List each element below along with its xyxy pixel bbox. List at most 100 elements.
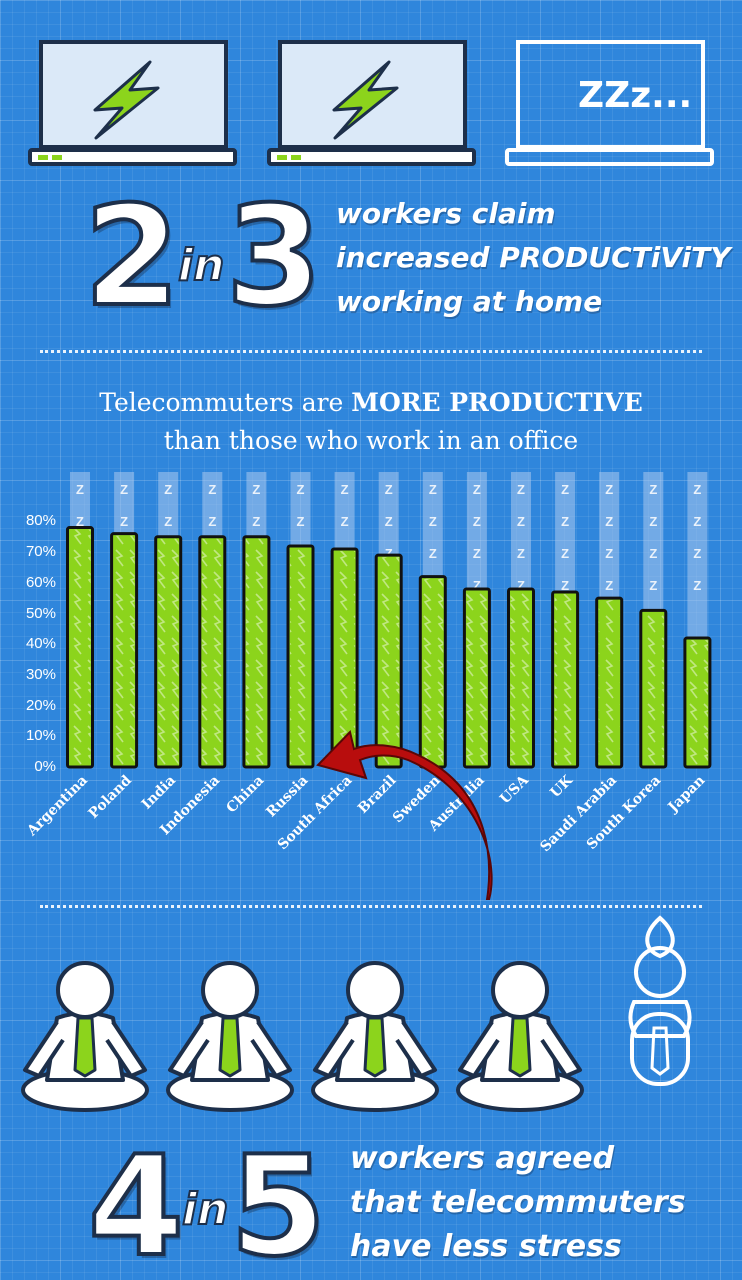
z-marker: Z <box>693 482 701 497</box>
stat-number-4: 4 <box>86 1126 186 1280</box>
meditating-person-icon <box>311 961 439 1112</box>
bar-pattern <box>69 529 91 765</box>
chart-title-line1: Telecommuters are MORE PRODUCTIVE <box>0 390 742 415</box>
stat-bottom-line3: have less stress <box>350 1229 622 1264</box>
bar-pattern <box>422 578 444 765</box>
bar-group: ZZZZPoland <box>86 472 139 822</box>
y-tick-label: 60% <box>25 573 56 591</box>
zzz-label: ZZz... <box>578 75 693 116</box>
bar-pattern <box>290 547 311 765</box>
z-marker: Z <box>76 514 84 529</box>
z-marker: Z <box>120 514 128 529</box>
bar-pattern <box>378 557 400 765</box>
meditating-person-icon <box>166 961 294 1112</box>
lightning-bolt-icon <box>93 60 160 140</box>
category-label: India <box>139 773 179 813</box>
z-marker: Z <box>76 482 84 497</box>
category-label: China <box>223 773 267 817</box>
divider-top <box>40 350 702 353</box>
category-label: Poland <box>86 772 136 822</box>
y-tick-label: 0% <box>34 758 56 775</box>
bar-group: Z Z Z Z Japan <box>664 472 712 817</box>
bar-group: Z Z Z Z USA <box>497 472 535 808</box>
stat-in-word-bottom: in <box>181 1184 229 1235</box>
bar-group: Z Z Z Z Saudi Arabia <box>537 472 624 856</box>
z-marker: Z <box>517 514 525 529</box>
divider-bottom <box>40 905 702 908</box>
category-label: Saudi Arabia <box>537 773 620 856</box>
y-tick-label: 50% <box>25 604 56 622</box>
laptop-icon-sleeping <box>505 40 714 166</box>
figures-row <box>21 915 692 1112</box>
z-marker: Z <box>649 578 657 593</box>
bar-pattern <box>642 612 664 765</box>
flame-icon <box>645 915 675 959</box>
z-marker: Z <box>473 578 481 593</box>
stat-bottom-line1: workers agreed <box>350 1141 615 1176</box>
meditating-person-icon <box>456 961 584 1112</box>
bar-pattern <box>598 600 620 765</box>
z-marker: Z <box>385 546 393 561</box>
laptop-icon-active-1 <box>28 40 237 166</box>
z-marker: Z <box>429 546 437 561</box>
bar-pattern <box>113 535 135 765</box>
z-marker: Z <box>517 482 525 497</box>
bar-group: ZZZZArgentina <box>24 472 94 840</box>
y-tick-label: 80% <box>25 512 56 530</box>
z-marker: Z <box>341 514 349 529</box>
bar-pattern <box>686 640 708 765</box>
z-marker: Z <box>517 578 525 593</box>
y-tick-label: 40% <box>25 635 56 653</box>
category-label: USA <box>497 772 533 808</box>
category-label: UK <box>547 772 576 801</box>
bar-pattern <box>554 594 576 765</box>
z-marker: Z <box>561 514 569 529</box>
z-marker: Z <box>429 482 437 497</box>
z-marker: Z <box>164 514 172 529</box>
z-marker: Z <box>693 514 701 529</box>
z-marker: Z <box>208 482 216 497</box>
bar-pattern <box>157 538 179 765</box>
z-marker: Z <box>164 482 172 497</box>
y-tick-label: 10% <box>25 727 56 745</box>
z-marker: Z <box>252 514 260 529</box>
z-marker: Z <box>561 482 569 497</box>
z-marker: Z <box>385 482 393 497</box>
z-marker: Z <box>605 514 613 529</box>
z-marker: Z <box>605 482 613 497</box>
z-marker: Z <box>252 482 260 497</box>
y-tick-label: 70% <box>25 543 56 561</box>
meditating-person-icon <box>21 961 149 1112</box>
lightning-bolt-icon <box>332 60 399 140</box>
z-marker: Z <box>605 578 613 593</box>
bar-group: ZZZZChina <box>223 472 271 817</box>
bar-group: Z Z Z Z UK <box>547 472 580 801</box>
z-marker: Z <box>605 546 613 561</box>
z-marker: Z <box>649 514 657 529</box>
stat-number-2: 2 <box>82 176 182 337</box>
bar-pattern <box>201 538 223 765</box>
chart-title-line2: than those who work in an office <box>163 426 579 455</box>
stat-number-5: 5 <box>228 1126 328 1280</box>
bar-group: ZZZZIndia <box>139 472 183 813</box>
z-marker: Z <box>473 482 481 497</box>
laptops-row <box>28 40 714 166</box>
z-marker: Z <box>517 546 525 561</box>
chart-title-emphasis: MORE PRODUCTIVE <box>351 388 643 417</box>
z-marker: Z <box>297 514 305 529</box>
z-marker: Z <box>693 546 701 561</box>
z-marker: Z <box>208 514 216 529</box>
bar-pattern <box>510 590 532 765</box>
stat-bottom-line2: that telecommuters <box>350 1185 686 1220</box>
z-marker: Z <box>649 546 657 561</box>
bar-chart: ZZZZArgentinaZZZZPolandZZZZIndiaZZZZIndo… <box>24 472 712 900</box>
z-marker: Z <box>693 578 701 593</box>
bar-pattern <box>245 538 267 765</box>
category-label: Argentina <box>24 773 91 840</box>
z-marker: Z <box>297 482 305 497</box>
outlined-person-flame-icon <box>628 915 692 1086</box>
bar-group: ZZZZRussia <box>263 472 315 821</box>
z-marker: Z <box>649 482 657 497</box>
y-tick-label: 20% <box>25 696 56 714</box>
z-marker: Z <box>120 482 128 497</box>
